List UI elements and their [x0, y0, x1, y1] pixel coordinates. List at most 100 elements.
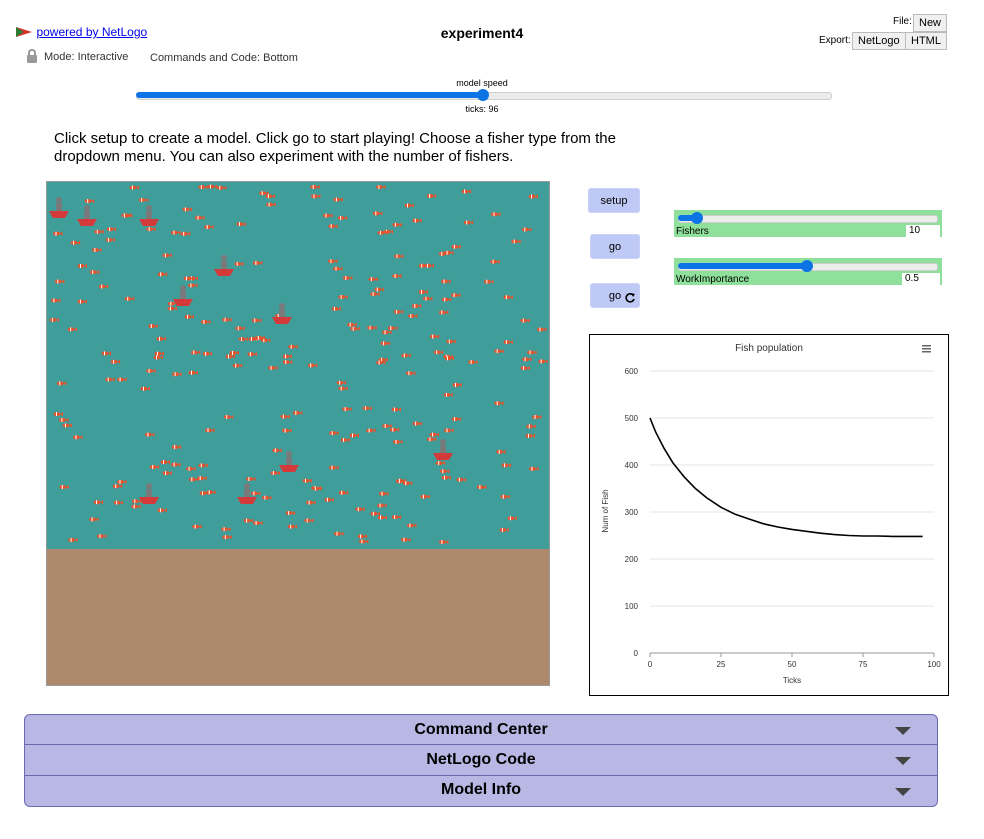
fisher-boat-icon [214, 255, 234, 276]
new-button[interactable]: New [913, 14, 948, 32]
fish-icon [250, 491, 261, 496]
fishers-fill [678, 215, 697, 221]
fish-icon [525, 433, 535, 438]
fish-icon [89, 517, 99, 522]
fish-icon [503, 295, 513, 300]
fish-icon [197, 476, 207, 481]
fish-icon [306, 500, 316, 505]
fish-icon [521, 227, 532, 232]
fish-icon [247, 352, 257, 357]
fish-icon [370, 511, 380, 516]
fish-icon [144, 432, 155, 437]
fish-icon [70, 240, 81, 245]
fish-icon [270, 471, 280, 475]
fish-icon [358, 539, 369, 544]
fish-icon [461, 189, 472, 194]
chevron-down-icon [895, 757, 911, 765]
workimportance-thumb[interactable] [801, 260, 813, 272]
netlogo-code-section[interactable]: NetLogo Code [24, 745, 938, 776]
fish-icon [362, 406, 372, 411]
fish-icon [391, 515, 402, 520]
fish-icon [367, 325, 377, 330]
fish-icon [433, 350, 444, 355]
fishers-slider[interactable]: Fishers 10 [674, 210, 942, 237]
export-html-button[interactable]: HTML [905, 32, 947, 50]
fish-icon [207, 184, 217, 189]
fish-icon [451, 417, 462, 422]
commands-position-label[interactable]: Commands and Code: Bottom [150, 52, 298, 64]
plot-title: Fish population [735, 343, 803, 354]
fish-icon [532, 415, 542, 419]
fish-icon [188, 370, 198, 375]
chevron-down-icon [895, 727, 911, 735]
mode-toggle[interactable]: Mode: Interactive [26, 49, 128, 64]
fish-icon [280, 414, 290, 419]
fish-icon [507, 516, 517, 521]
fish-icon [393, 439, 403, 444]
netlogo-logo-icon [16, 26, 32, 37]
fish-icon [282, 428, 292, 433]
fish-icon [391, 407, 401, 412]
fish-icon [342, 407, 352, 412]
fish-icon [149, 465, 160, 469]
world-view[interactable] [46, 181, 550, 686]
fish-icon [198, 463, 208, 468]
fish-icon [407, 314, 418, 318]
command-center-section[interactable]: Command Center [24, 714, 938, 745]
fisher-boat-icon [279, 451, 299, 472]
model-speed-thumb[interactable] [477, 89, 489, 101]
fish-icon [422, 296, 433, 301]
fish-icon [412, 218, 422, 223]
fish-icon [382, 424, 392, 428]
fish-icon [110, 359, 121, 364]
fish-icon [310, 184, 320, 189]
fish-population-line [649, 417, 923, 538]
fish-icon [50, 298, 61, 303]
fishers-value[interactable]: 10 [906, 225, 940, 237]
fish-icon [338, 386, 348, 391]
plot-menu-icon[interactable] [922, 345, 931, 353]
fish-icon [420, 494, 430, 499]
fish-icon [58, 417, 69, 422]
fish-icon [91, 248, 102, 252]
fish-icon [333, 197, 343, 202]
fish-icon [183, 276, 193, 281]
go-button[interactable]: go [590, 234, 640, 259]
fish-icon [336, 380, 347, 385]
setup-button[interactable]: setup [588, 188, 640, 213]
y-tick-label: 100 [625, 602, 639, 611]
fish-icon [529, 466, 539, 471]
fish-icon [73, 435, 83, 440]
export-netlogo-button[interactable]: NetLogo [852, 32, 906, 50]
fisher-boat-icon [433, 439, 453, 460]
fish-icon [105, 237, 115, 242]
model-info-section[interactable]: Model Info [24, 776, 938, 807]
fish-icon [117, 479, 127, 484]
ticks-counter: ticks: 96 [465, 104, 499, 114]
fish-icon [252, 261, 263, 265]
fish-icon [148, 324, 158, 329]
powered-by-link[interactable]: powered by NetLogo [16, 23, 147, 41]
fish-icon [370, 292, 380, 297]
fish-icon [285, 511, 296, 515]
fish-icon [463, 220, 474, 225]
fish-icon [411, 303, 422, 308]
workimportance-value[interactable]: 0.5 [902, 273, 940, 285]
fish-icon [67, 327, 78, 332]
fish-icon [225, 354, 235, 359]
workimportance-slider[interactable]: WorkImportance 0.5 [674, 258, 942, 285]
fish-icon [375, 185, 386, 189]
powered-by-text[interactable]: powered by NetLogo [36, 25, 148, 39]
fisher-boat-icon [77, 205, 97, 226]
fish-icon [259, 191, 269, 196]
fish-icon [526, 424, 536, 429]
fish-icon [527, 350, 537, 355]
fishers-thumb[interactable] [690, 212, 703, 224]
fish-icon [182, 207, 192, 212]
go-forever-button[interactable]: go [590, 283, 640, 308]
fishers-track[interactable] [678, 215, 938, 223]
fish-icon [232, 363, 243, 368]
fish-icon [234, 261, 244, 266]
fish-icon [491, 212, 501, 217]
fish-icon [380, 341, 391, 346]
